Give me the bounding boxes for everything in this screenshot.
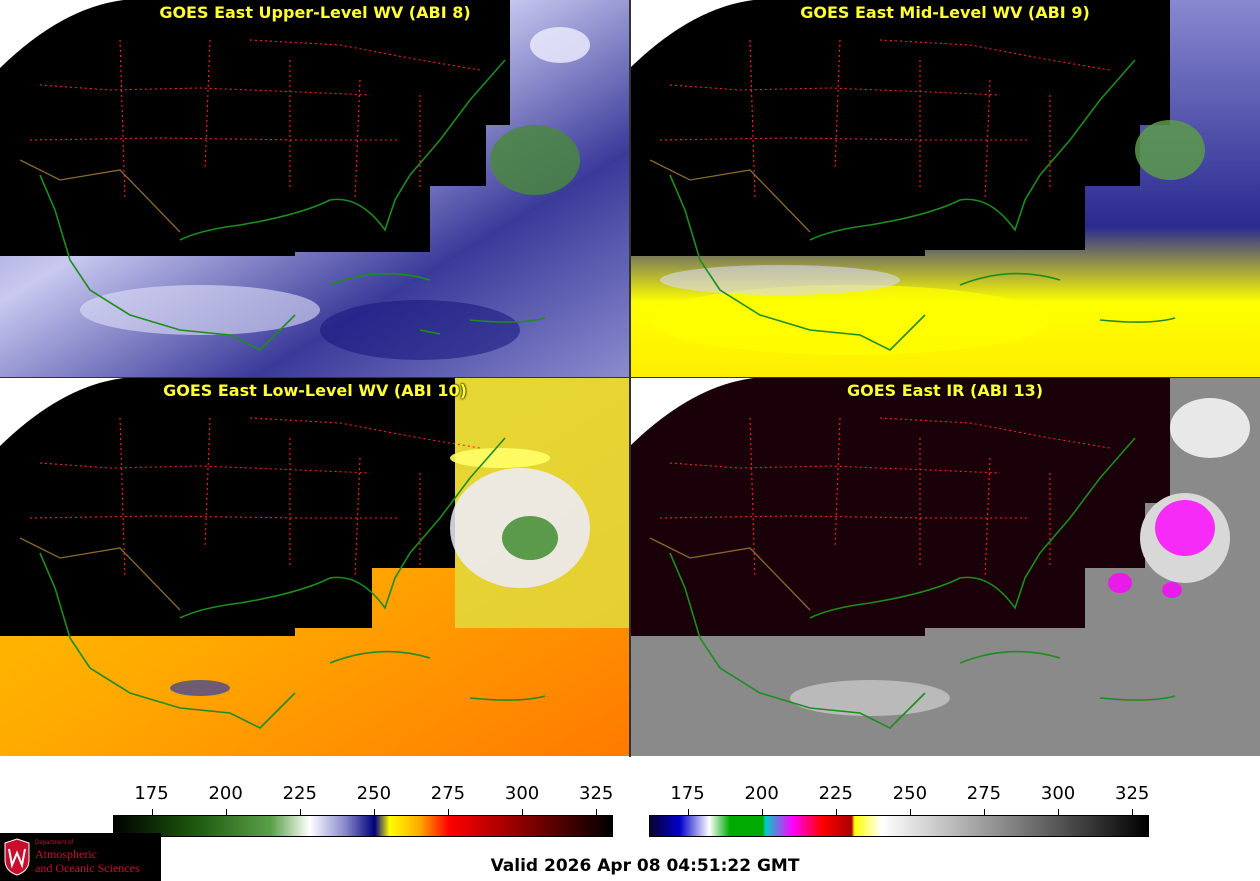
colorbar-tick-label: 225 <box>282 783 317 804</box>
panel-title: GOES East Upper-Level WV (ABI 8) <box>159 3 471 22</box>
cold-cloud-top <box>1162 582 1182 598</box>
panel-title: GOES East Mid-Level WV (ABI 9) <box>800 3 1090 22</box>
colorbar-tick-mark <box>225 809 227 816</box>
dry-band <box>450 448 550 468</box>
colorbar-tick-mark <box>983 809 985 816</box>
country-border <box>649 159 811 233</box>
panel-divider-horizontal <box>0 377 1260 378</box>
colorbar-left <box>113 815 613 837</box>
colorbar-tick-mark <box>151 809 153 816</box>
colorbar-tick-mark <box>299 809 301 816</box>
mid-level-wv-panel: GOES East Mid-Level WV (ABI 9) <box>630 0 1260 378</box>
colorbar-tick-label: 200 <box>208 783 243 804</box>
colorbar-tick-label: 250 <box>892 783 928 804</box>
earth-limb <box>0 378 160 446</box>
state-borders <box>659 39 1111 201</box>
colorbar-tick-label: 225 <box>818 783 853 804</box>
colorbar-tick-label: 175 <box>670 783 705 804</box>
colorbar-tick-mark <box>522 809 524 816</box>
ir-panel: GOES East IR (ABI 13) <box>630 378 1260 756</box>
colorbar-tick-label: 200 <box>744 783 779 804</box>
cloud-feature <box>80 285 320 335</box>
colorbar-tick-mark <box>909 809 911 816</box>
island-coast <box>329 272 546 335</box>
colorbar-right <box>649 815 1149 837</box>
colorbar-tick-mark <box>1058 809 1060 816</box>
island-coast <box>959 650 1176 701</box>
panel-divider-vertical <box>629 0 631 757</box>
logo-dept-text: Department of <box>35 840 74 846</box>
colorbar-tick-mark <box>596 809 598 816</box>
colorbar-tick-mark <box>447 809 449 816</box>
logo-line-2: and Oceanic Sciences <box>35 861 140 875</box>
low-level-wv-map <box>0 378 630 756</box>
colorbar-tick-label: 275 <box>430 783 466 804</box>
cloud-feature <box>502 516 558 560</box>
coastline <box>669 437 1136 729</box>
wv-data-region <box>0 0 630 378</box>
coastline <box>39 59 506 351</box>
cloud-feature <box>660 265 900 295</box>
island-coast <box>959 272 1176 323</box>
cold-cloud-top <box>1108 573 1132 593</box>
cloud-feature <box>1170 398 1250 458</box>
logo-line-1: Atmospheric <box>35 847 97 861</box>
state-borders <box>29 39 481 201</box>
earth-limb <box>0 0 160 68</box>
island-coast <box>329 650 546 701</box>
colorbar-tick-mark <box>687 809 689 816</box>
colorbar-tick-mark <box>835 809 837 816</box>
dry-slot-cloud <box>490 125 580 195</box>
colorbar-tick-mark <box>1132 809 1134 816</box>
moist-region <box>170 680 230 696</box>
colorbar-tick-mark <box>373 809 375 816</box>
country-border <box>19 159 181 233</box>
colorbar-tick-label: 175 <box>134 783 169 804</box>
state-borders <box>29 417 481 579</box>
colorbar-left-ticks: 175 200 225 250 275 300 325 <box>113 783 614 817</box>
aos-logo[interactable]: Department of Atmospheric and Oceanic Sc… <box>0 833 161 881</box>
earth-limb <box>630 378 790 446</box>
uw-crest-icon <box>4 838 30 876</box>
ir-data-region <box>630 378 1260 756</box>
colorbar-tick-label: 325 <box>578 783 614 804</box>
colorbar-right-ticks: 175 200 225 250 275 300 325 <box>649 783 1150 817</box>
colorbar-tick-label: 300 <box>1040 783 1076 804</box>
country-border <box>19 537 181 611</box>
cold-cloud-top <box>1155 500 1215 556</box>
coastline <box>669 59 1136 351</box>
upper-level-wv-map <box>0 0 630 378</box>
upper-level-wv-panel: GOES East Upper-Level WV (ABI 8) <box>0 0 630 378</box>
mid-level-wv-map <box>630 0 1260 378</box>
ir-map <box>630 378 1260 756</box>
panel-title: GOES East Low-Level WV (ABI 10) <box>163 381 467 400</box>
earth-limb <box>630 0 790 68</box>
dry-region <box>650 285 1050 355</box>
colorbar-tick-label: 250 <box>356 783 392 804</box>
state-borders <box>659 417 1111 579</box>
colorbar-tick-label: 275 <box>966 783 1002 804</box>
cloud-feature <box>1135 120 1205 180</box>
valid-time: Valid 2026 Apr 08 04:51:22 GMT <box>490 856 800 876</box>
colorbar-tick-mark <box>761 809 763 816</box>
low-level-wv-panel: GOES East Low-Level WV (ABI 10) <box>0 378 630 756</box>
panel-title: GOES East IR (ABI 13) <box>846 381 1044 400</box>
country-border <box>649 537 811 611</box>
coastline <box>39 437 506 729</box>
cloud-feature <box>530 27 590 63</box>
colorbar-tick-label: 300 <box>504 783 540 804</box>
cloud-feature <box>790 680 950 716</box>
colorbar-tick-label: 325 <box>1114 783 1150 804</box>
